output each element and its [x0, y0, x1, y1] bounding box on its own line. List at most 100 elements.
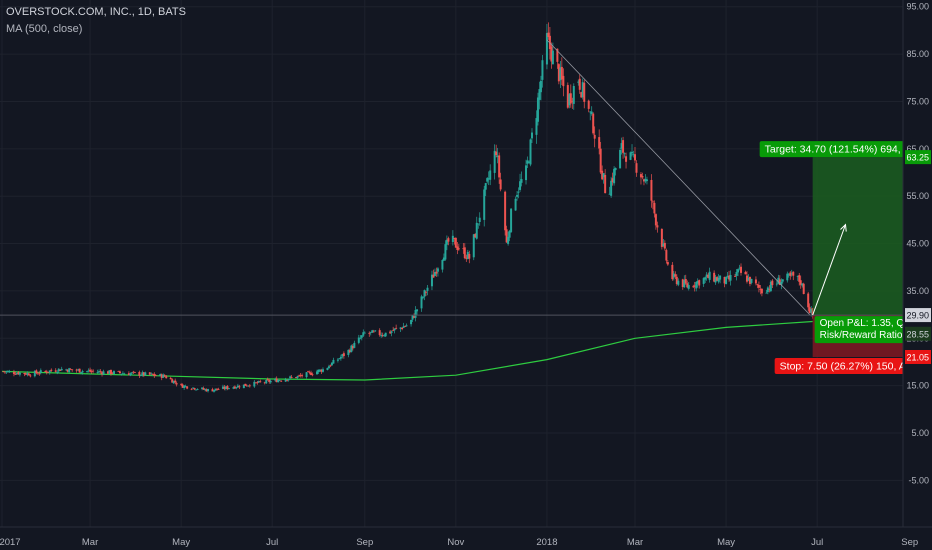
- candle-body: [256, 382, 259, 384]
- price-axis[interactable]: 95.0085.0075.0065.0055.0045.0035.0025.00…: [902, 0, 932, 550]
- candle-body: [8, 371, 11, 373]
- candle: [747, 274, 750, 282]
- candle-body: [581, 82, 584, 98]
- candle: [635, 160, 638, 177]
- candle: [674, 271, 677, 280]
- candle: [48, 370, 51, 375]
- entry-price-label: 29.90: [906, 311, 929, 321]
- candle: [671, 262, 674, 281]
- candle-body: [201, 387, 204, 389]
- candle: [248, 383, 251, 388]
- candle: [275, 376, 278, 383]
- candle: [66, 369, 69, 373]
- candle-body: [207, 389, 210, 392]
- candle: [374, 330, 377, 332]
- candle-body: [572, 86, 575, 104]
- price-tick-label: 35.00: [906, 286, 929, 296]
- candle: [341, 353, 344, 359]
- candle-body: [148, 372, 151, 375]
- time-axis[interactable]: 2017 Mar May Jul Sep Nov 2018 Mar May Jul Sep: [0, 526, 932, 550]
- candle: [601, 165, 604, 181]
- candle: [430, 270, 433, 291]
- position-tool[interactable]: Target: 34.70 (121.54%) 694, Amount: 1 St…: [0, 141, 932, 374]
- candle-body: [504, 191, 507, 231]
- candle-body: [435, 271, 438, 274]
- candle: [517, 187, 520, 199]
- candle: [138, 370, 141, 378]
- candle: [395, 324, 398, 330]
- candle: [629, 151, 632, 161]
- candle-body: [211, 389, 214, 392]
- candle: [520, 171, 523, 187]
- candle: [726, 271, 729, 279]
- candle-body: [723, 276, 726, 284]
- candle-body: [593, 134, 596, 139]
- candle: [238, 384, 241, 390]
- drawings-layer[interactable]: [546, 39, 847, 316]
- candle-body: [728, 275, 731, 280]
- candle-body: [559, 67, 562, 81]
- candle: [244, 383, 247, 386]
- candle-body: [183, 385, 186, 388]
- candle-body: [466, 251, 469, 259]
- candle: [142, 371, 145, 378]
- candle-body: [5, 371, 8, 373]
- candle: [129, 372, 132, 377]
- candle-body: [519, 181, 522, 190]
- projection-arrow[interactable]: [812, 224, 846, 316]
- candle: [253, 379, 256, 388]
- candle: [550, 42, 553, 69]
- candle: [802, 282, 805, 295]
- candle-body: [117, 370, 120, 372]
- candle-body: [350, 345, 353, 353]
- ma-line[interactable]: [1, 320, 813, 381]
- candle-body: [611, 178, 614, 183]
- target-label[interactable]: Target: 34.70 (121.54%) 694, Amount: 1: [759, 141, 932, 158]
- candle: [536, 92, 539, 126]
- candle: [101, 371, 104, 377]
- time-tick-label: May: [717, 537, 735, 548]
- stop-label[interactable]: Stop: 7.50 (26.27%) 150, Amount: 7: [774, 357, 932, 374]
- candle-body: [342, 353, 345, 356]
- candle-body: [748, 276, 751, 284]
- candle-body: [599, 148, 602, 173]
- candle: [174, 378, 177, 385]
- candle: [416, 309, 419, 316]
- candle-body: [601, 170, 604, 180]
- candle-body: [226, 386, 229, 389]
- candle: [687, 281, 690, 291]
- candle: [181, 383, 184, 388]
- candle-body: [641, 176, 644, 178]
- candle: [623, 152, 626, 158]
- entry-price-label-bg: [905, 308, 931, 323]
- price-tick-label: 5.00: [911, 428, 929, 438]
- candle-body: [629, 152, 632, 160]
- candle: [96, 369, 99, 374]
- candle-body: [642, 179, 645, 182]
- candle: [65, 368, 68, 371]
- candle: [259, 379, 262, 383]
- candle: [35, 369, 38, 375]
- candle: [457, 243, 460, 251]
- candle: [707, 272, 710, 279]
- candle-body: [224, 386, 227, 390]
- candle: [163, 374, 166, 378]
- candle: [144, 371, 147, 377]
- candle-body: [48, 370, 51, 373]
- candle: [130, 371, 133, 375]
- target-zone[interactable]: [812, 157, 916, 316]
- candle: [444, 240, 447, 261]
- candle-body: [477, 223, 480, 225]
- indicator-legend[interactable]: MA (500, close): [6, 23, 83, 35]
- candle: [193, 387, 196, 391]
- candle: [734, 274, 737, 277]
- candle: [508, 229, 511, 242]
- candle-body: [771, 280, 774, 286]
- trend-line[interactable]: [546, 39, 810, 315]
- candle-body: [551, 50, 554, 65]
- candle: [321, 367, 324, 373]
- candle: [265, 379, 268, 384]
- candle: [666, 260, 669, 266]
